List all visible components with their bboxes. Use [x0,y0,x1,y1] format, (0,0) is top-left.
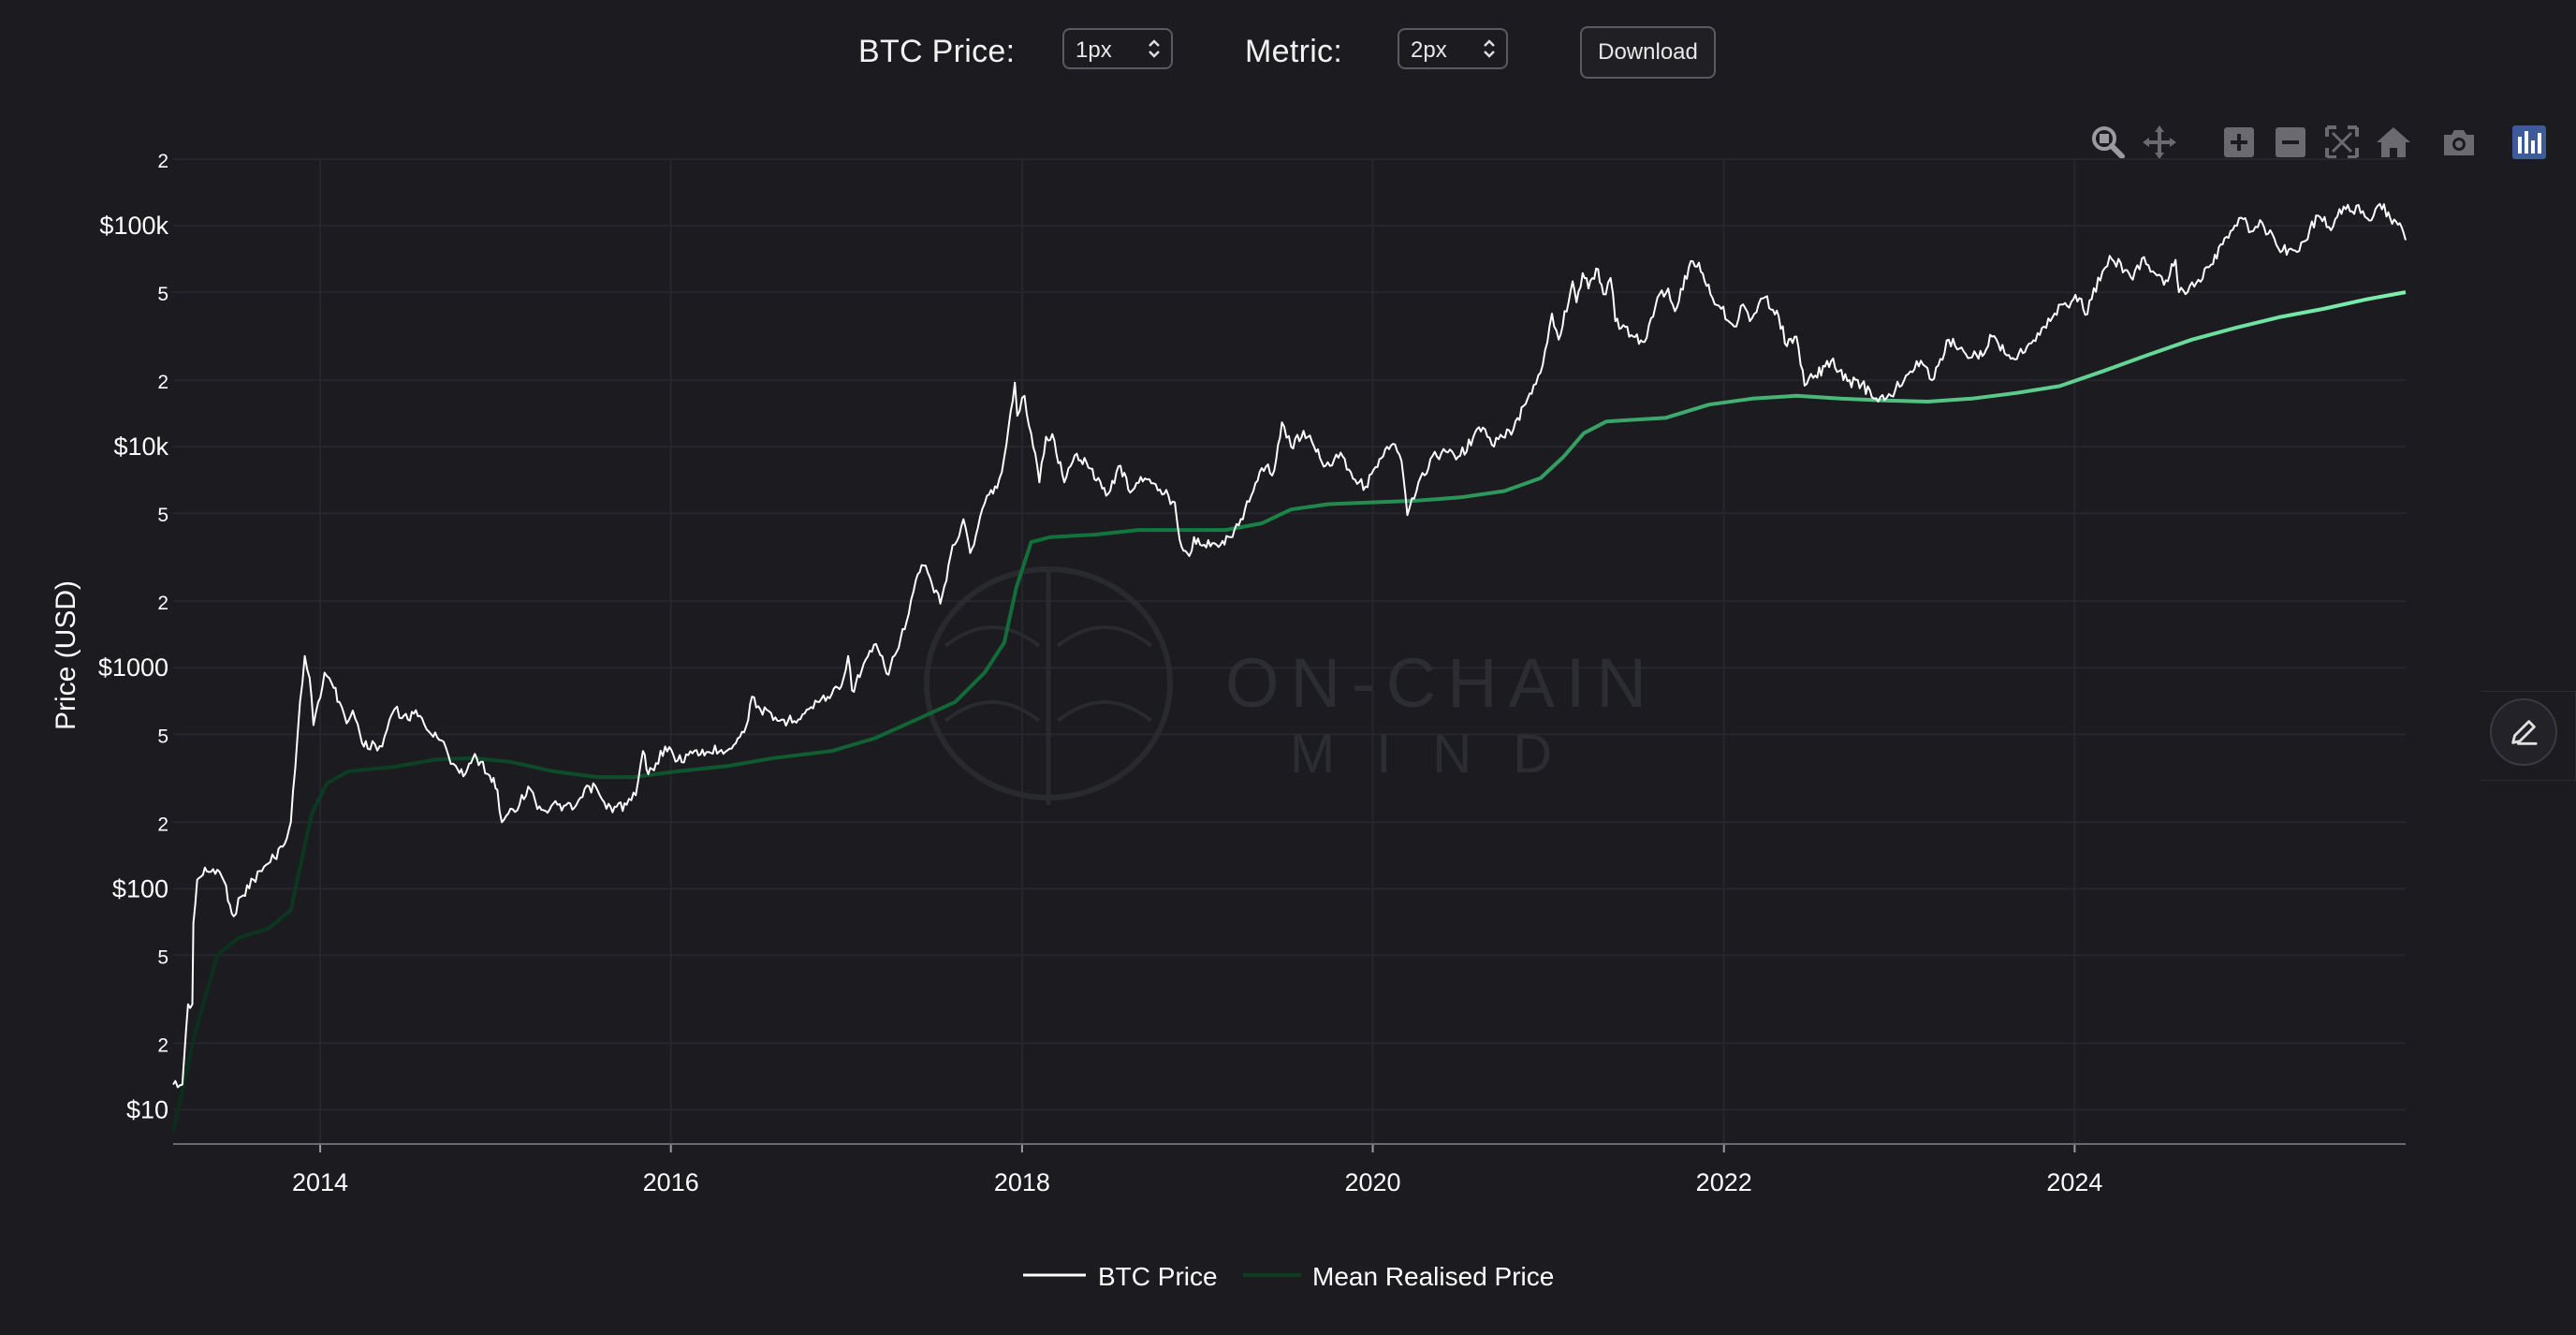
y-tick-label: 5 [157,946,168,968]
x-tick-label: 2018 [994,1168,1050,1196]
watermark-logo: ON-CHAIN MIND [924,566,1658,805]
metric-width-select[interactable]: 2px [1398,28,1508,69]
btc-price-width-value: 1px [1076,37,1112,63]
grid-lines [173,158,2406,1144]
y-tick-label: $10 [126,1095,168,1123]
plotly-logo-icon[interactable] [2509,122,2550,163]
y-tick-label: $100k [99,212,168,240]
y-tick-label: 5 [157,284,168,305]
camera-icon[interactable] [2438,122,2480,163]
x-tick-label: 2022 [1696,1168,1752,1196]
pan-icon[interactable] [2139,122,2180,163]
autoscale-icon[interactable] [2321,122,2363,163]
select-arrows-icon [1484,39,1495,58]
download-button[interactable]: Download [1580,26,1716,79]
x-tick-label: 2020 [1345,1168,1401,1196]
series [171,202,2407,1132]
btc-price-width-select[interactable]: 1px [1062,28,1173,69]
x-tick-label: 2016 [643,1168,699,1196]
x-tick-label: 2014 [292,1168,348,1196]
y-tick-label: $100 [112,874,168,902]
y-tick-label: $10k [113,433,168,461]
zoom-icon[interactable] [2087,122,2129,163]
series-line-mean-realised-price [171,290,2407,1132]
y-tick-label: 2 [157,814,168,835]
y-tick-label: 2 [157,151,168,172]
series-line-btc-price [172,202,2407,1089]
watermark-line1: ON-CHAIN [1225,644,1658,722]
axes: $10 2 5 $100 2 5 $1000 2 5 $10k 2 5 $100k 2 2014 2016 20… [98,151,2406,1196]
x-tick-label: 2024 [2046,1168,2102,1196]
y-tick-label: $1000 [98,653,168,682]
y-tick-label: 5 [157,726,168,747]
pencil-icon [2511,720,2538,745]
metric-label: Metric: [1245,34,1343,69]
watermark-line2: MIND [1290,724,1593,785]
edit-button[interactable] [2490,698,2557,766]
controls-bar: BTC Price: 1px Metric: 2px Download [0,26,2576,79]
reset-axes-icon[interactable] [2373,122,2414,163]
y-tick-label: 5 [157,505,168,526]
legend-item-mean-realised-price[interactable]: Mean Realised Price [1243,1262,1554,1291]
y-tick-label: 2 [157,1034,168,1056]
y-axis-label: Price (USD) [51,580,81,730]
chart-legend: BTC Price Mean Realised Price [1023,1262,1554,1291]
zoom-in-icon[interactable] [2218,122,2260,163]
plot-modebar [2087,122,2574,163]
zoom-out-icon[interactable] [2270,122,2311,163]
legend-label-mean-realised-price: Mean Realised Price [1312,1262,1554,1291]
legend-item-btc-price[interactable]: BTC Price [1023,1262,1218,1291]
y-tick-label: 2 [157,372,168,393]
y-tick-label: 2 [157,593,168,614]
legend-label-btc-price: BTC Price [1098,1262,1218,1291]
btc-price-label: BTC Price: [858,34,1016,69]
metric-width-value: 2px [1411,37,1447,63]
select-arrows-icon [1149,39,1160,58]
